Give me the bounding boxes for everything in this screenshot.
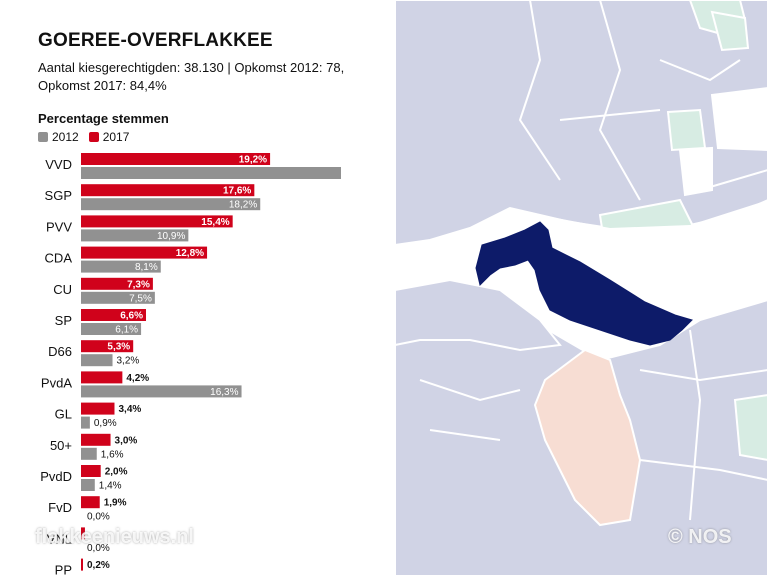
data-label-2012-cda: 8,1% <box>135 262 158 273</box>
watermark-left: flakkeenieuws.nl <box>35 526 194 548</box>
data-label-2012-gl: 0,9% <box>94 418 117 429</box>
data-label-2017-vvd: 19,2% <box>239 155 267 166</box>
category-label-sgp: SGP <box>45 188 72 203</box>
map-region-green-2 <box>710 10 750 52</box>
category-label-gl: GL <box>55 407 72 422</box>
map-region-orange <box>533 348 642 527</box>
page-title: GOEREE-OVERFLAKKEE <box>38 30 273 51</box>
bar-2012-cda <box>81 260 161 273</box>
bar-2017-gl <box>81 402 115 415</box>
data-label-2017-50: 3,0% <box>115 435 138 446</box>
data-label-2012-50: 1,6% <box>101 449 124 460</box>
bar-2017-d66 <box>81 340 134 353</box>
bar-2012-pvda <box>81 385 242 398</box>
data-label-2017-d66: 5,3% <box>107 342 130 353</box>
category-label-d66: D66 <box>48 344 72 359</box>
bar-2017-cu <box>81 277 153 290</box>
legend-swatch-2017 <box>88 132 99 142</box>
category-label-pvdd: PvdD <box>40 469 72 484</box>
data-label-2012-vnl: 0,0% <box>87 543 110 554</box>
chart-title: Percentage stemmen <box>38 111 169 126</box>
bar-2012-sp <box>81 323 142 335</box>
category-label-pvda: PvdA <box>41 375 72 390</box>
data-label-2017-pvdd: 2,0% <box>105 467 128 478</box>
bar-chart: VVD 19,2% SGP 17,6% 18,2% PVV 15,4% 10,9% CDA 12,… <box>40 153 341 576</box>
map-region-white-1 <box>710 86 768 152</box>
category-label-pvv: PVV <box>46 219 72 234</box>
data-label-2017-sgp: 17,6% <box>223 186 251 197</box>
data-label-2012-pvv: 10,9% <box>157 231 185 242</box>
info-line-2: Opkomst 2017: 84,4% <box>38 78 167 93</box>
map-highlight-goeree-overflakkee <box>475 221 693 346</box>
bar-2017-sgp <box>81 184 255 197</box>
category-label-fvd: FvD <box>48 500 72 515</box>
map-region-white-2 <box>678 146 713 197</box>
bar-2012-pvdd <box>81 479 95 491</box>
bar-2012-vvd <box>81 167 341 179</box>
info-line-1: Aantal kiesgerechtigden: 38.130 | Opkoms… <box>38 60 345 75</box>
category-label-cda: CDA <box>45 251 73 266</box>
bar-2012-50 <box>81 447 97 460</box>
bar-2012-sgp <box>81 198 261 211</box>
data-label-2012-d66: 3,2% <box>117 356 140 367</box>
bar-2017-pvda <box>81 371 123 384</box>
bar-2017-50 <box>81 433 111 446</box>
data-label-2017-gl: 3,4% <box>118 404 141 415</box>
bar-2017-cda <box>81 246 208 259</box>
category-label-vnl: VNL <box>47 531 72 546</box>
category-label-cu: CU <box>53 282 72 297</box>
data-label-2017-cda: 12,8% <box>176 248 204 259</box>
data-label-2012-pvdd: 1,4% <box>99 481 122 492</box>
bar-2012-d66 <box>81 354 113 367</box>
data-label-2012-sgp: 18,2% <box>229 200 257 211</box>
map-region-southwest <box>394 278 562 352</box>
bar-2012-gl <box>81 416 90 429</box>
data-label-2017-pvda: 4,2% <box>126 373 149 384</box>
data-label-2012-pvda: 16,3% <box>210 387 238 398</box>
bar-2017-fvd <box>81 496 100 509</box>
legend-label-2012: 2012 <box>52 130 79 144</box>
data-label-2012-cu: 7,5% <box>129 293 152 304</box>
data-label-2017-pp: 0,2% <box>87 560 110 571</box>
info-panel: GOEREE-OVERFLAKKEE Aantal kiesgerechtigd… <box>38 30 345 576</box>
bar-2017-pvv <box>81 215 233 228</box>
watermark-right: © NOS <box>668 526 732 548</box>
legend-swatch-2012 <box>38 132 48 142</box>
bar-2017-pp <box>81 558 83 571</box>
data-label-2012-fvd: 0,0% <box>87 512 110 523</box>
bar-2017-pvdd <box>81 465 101 477</box>
data-label-2017-cu: 7,3% <box>127 279 150 290</box>
map-region-green-3 <box>666 108 707 152</box>
category-label-vvd: VVD <box>45 157 72 172</box>
bar-2017-vvd <box>81 153 271 165</box>
data-label-2017-fvd: 1,9% <box>104 498 127 509</box>
bar-2012-pvv <box>81 229 189 242</box>
data-label-2012-sp: 6,1% <box>115 325 138 336</box>
data-label-2017-pvv: 15,4% <box>201 217 229 228</box>
map-region-north <box>394 0 768 247</box>
category-label-50: 50+ <box>50 438 72 453</box>
category-label-pp: PP <box>55 563 72 576</box>
bar-2012-cu <box>81 291 155 304</box>
map-region-green-5 <box>733 393 768 462</box>
bar-2017-sp <box>81 309 146 321</box>
data-label-2017-sp: 6,6% <box>120 311 143 322</box>
chart-legend: 2012 2017 <box>38 130 129 144</box>
legend-label-2017: 2017 <box>102 130 130 144</box>
bar-2017-vnl <box>81 527 85 540</box>
category-label-sp: SP <box>55 313 72 328</box>
